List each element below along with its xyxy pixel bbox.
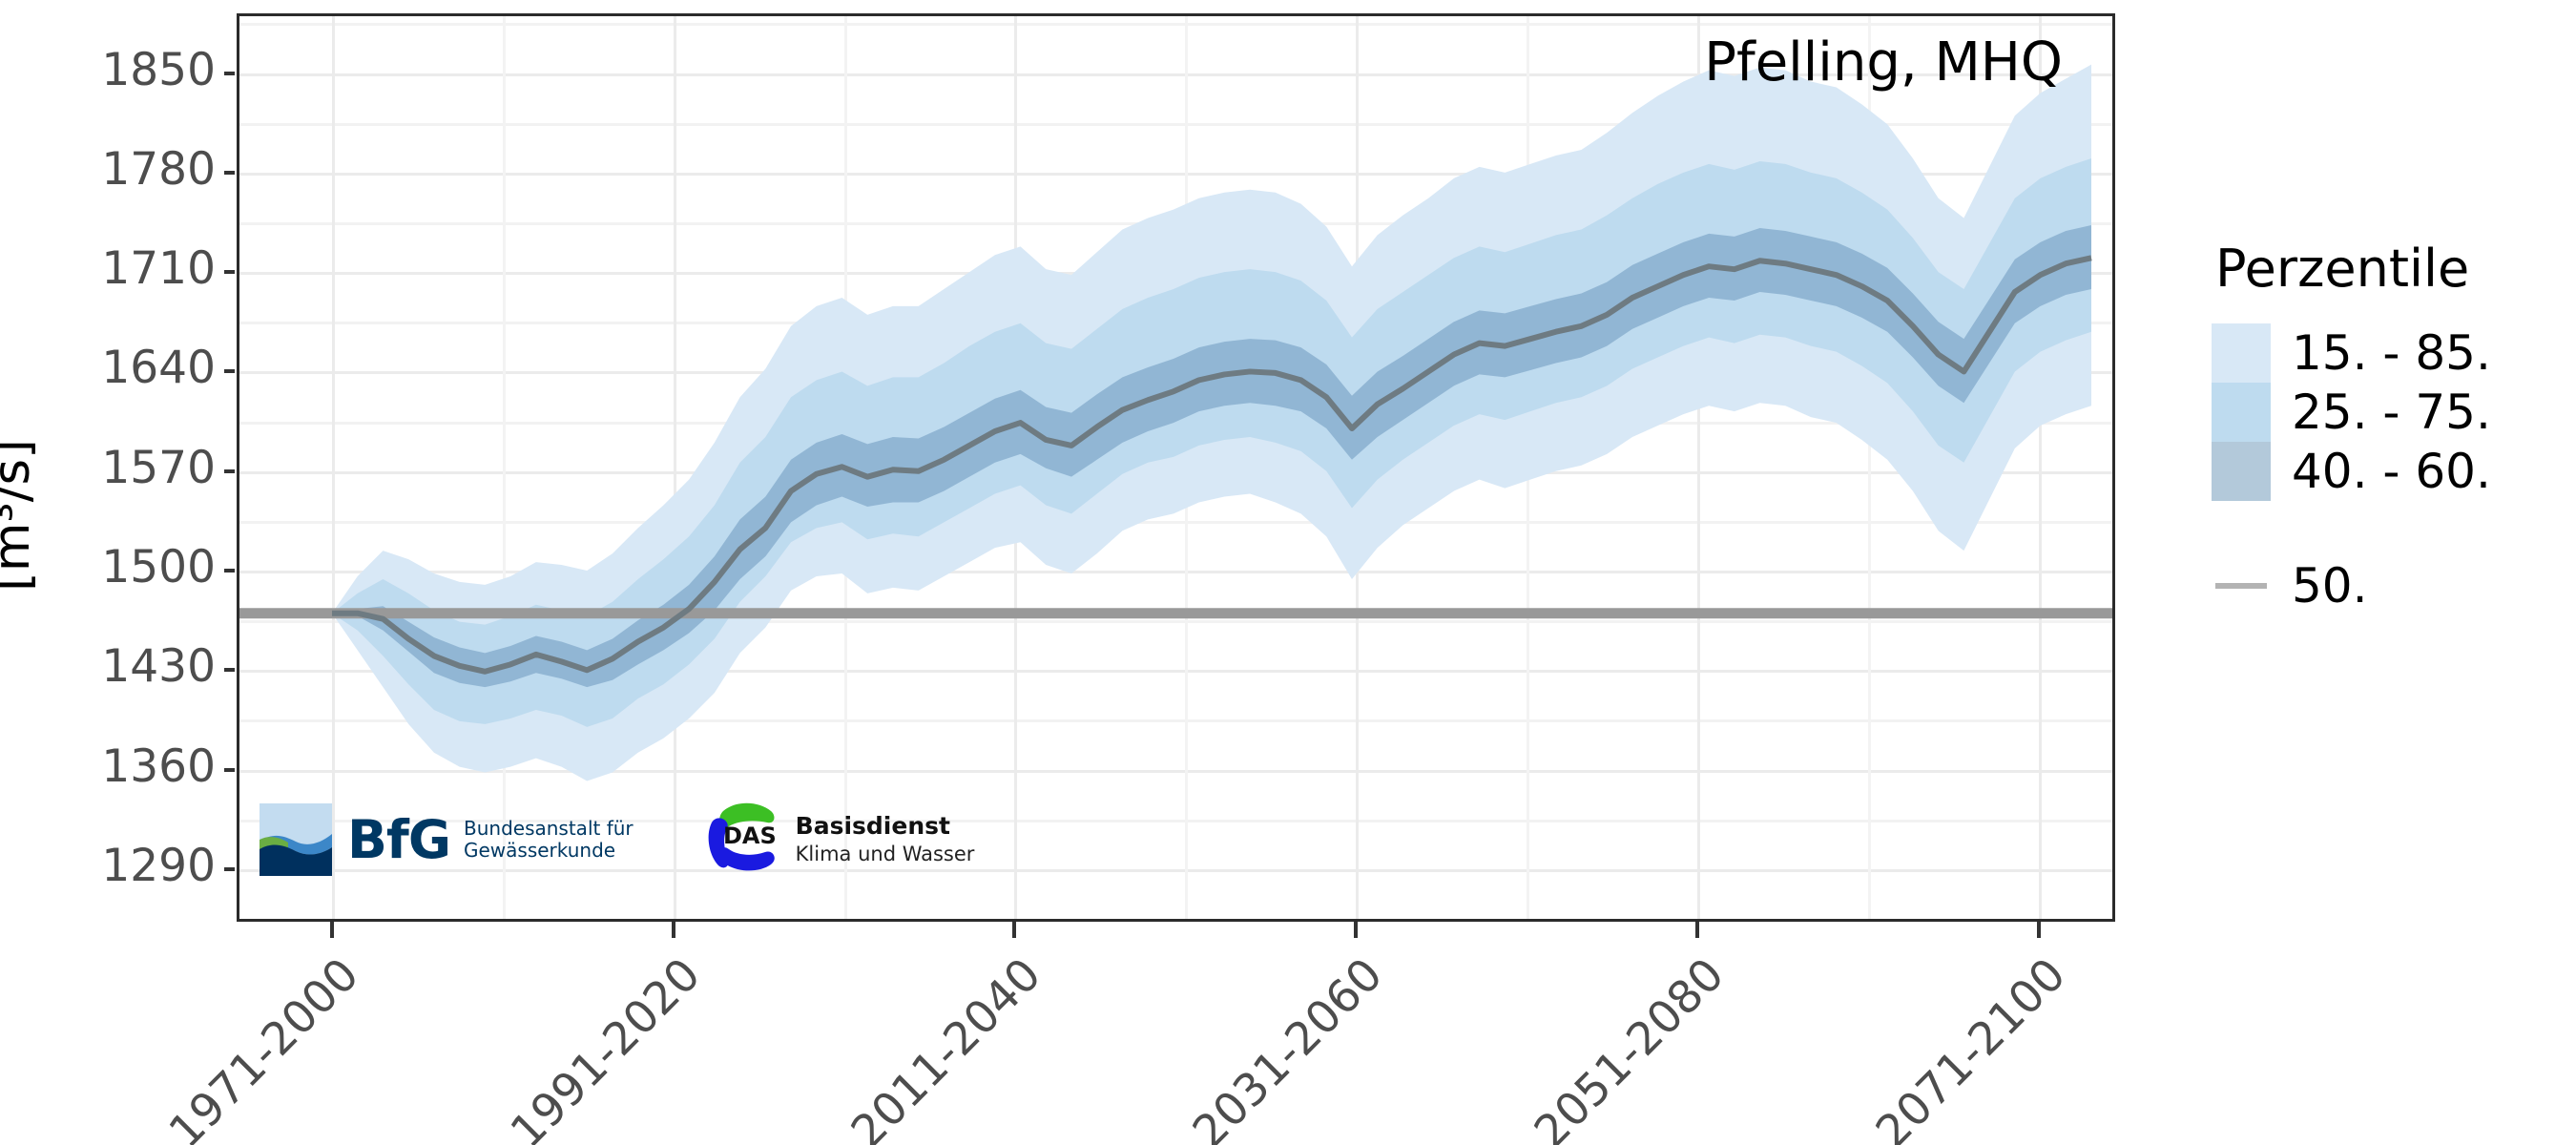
y-tick-mark bbox=[224, 369, 235, 374]
gridline-horizontal-minor bbox=[239, 122, 2112, 126]
legend-band-entries: 15. - 85. 25. - 75. 40. - 60. bbox=[2212, 323, 2576, 501]
das-logo-text: Basisdienst Klima und Wasser bbox=[796, 813, 975, 866]
bfg-logo-mark bbox=[260, 803, 332, 876]
das-logo: DAS Basisdienst Klima und Wasser bbox=[704, 802, 975, 878]
y-tick-label: 1850 bbox=[101, 43, 216, 96]
legend-entry-line[interactable]: 50. bbox=[2212, 556, 2576, 615]
y-tick-label: 1290 bbox=[101, 839, 216, 892]
gridline-horizontal-major bbox=[239, 73, 2112, 76]
plot-panel: Pfelling, MHQ bbox=[237, 13, 2115, 922]
das-logo-mark: DAS bbox=[704, 802, 786, 878]
svg-text:DAS: DAS bbox=[723, 822, 777, 849]
x-tick-label: 2051-2080 bbox=[1524, 948, 1735, 1145]
bfg-subtitle-line2: Gewässerkunde bbox=[464, 839, 616, 862]
y-tick-mark bbox=[224, 170, 235, 175]
plot-area bbox=[239, 64, 2112, 781]
x-tick-mark bbox=[1354, 922, 1358, 938]
legend-label: 15. - 85. bbox=[2292, 325, 2491, 381]
gridline-horizontal-major bbox=[239, 172, 2112, 176]
legend-label: 50. bbox=[2292, 558, 2368, 614]
gridline-horizontal-major bbox=[239, 571, 2112, 573]
gridline-horizontal-minor bbox=[239, 23, 2112, 27]
y-tick-label: 1430 bbox=[101, 640, 216, 694]
y-tick-label: 1570 bbox=[101, 441, 216, 494]
gridline-horizontal-major bbox=[239, 670, 2112, 674]
y-tick-label: 1710 bbox=[101, 242, 216, 296]
bfg-subtitle-line1: Bundesanstalt für bbox=[464, 817, 634, 840]
x-tick-label: 2071-2100 bbox=[1865, 948, 2076, 1145]
gridline-horizontal-major bbox=[239, 769, 2112, 773]
gridline-horizontal-minor bbox=[239, 719, 2112, 723]
das-title: Basisdienst bbox=[795, 812, 950, 841]
x-tick-label: 2011-2040 bbox=[841, 948, 1051, 1145]
bfg-logo: BfG Bundesanstalt für Gewässerkunde bbox=[260, 803, 634, 876]
gridline-vertical-minor bbox=[503, 16, 506, 919]
logo-strip: BfG Bundesanstalt für Gewässerkunde DAS … bbox=[260, 802, 974, 878]
legend-entry-band[interactable]: 40. - 60. bbox=[2212, 442, 2576, 501]
y-tick-mark bbox=[224, 866, 235, 871]
x-tick-label: 1991-2020 bbox=[500, 948, 711, 1145]
x-tick-label: 1971-2000 bbox=[158, 948, 369, 1145]
bfg-subtitle: Bundesanstalt für Gewässerkunde bbox=[464, 818, 634, 862]
y-tick-mark bbox=[224, 270, 235, 275]
x-tick-mark bbox=[330, 922, 334, 938]
gridline-vertical-major bbox=[674, 16, 676, 919]
x-tick-label: 2031-2060 bbox=[1182, 948, 1393, 1145]
legend: Perzentile 15. - 85. 25. - 75. 40. - 60. 5… bbox=[2212, 239, 2576, 615]
legend-label: 40. - 60. bbox=[2292, 444, 2491, 499]
legend-line-entries: 50. bbox=[2212, 556, 2576, 615]
x-tick-mark bbox=[672, 922, 675, 938]
das-subtitle: Klima und Wasser bbox=[795, 842, 975, 865]
bfg-wordmark: BfG bbox=[347, 808, 451, 870]
x-tick-mark bbox=[1012, 922, 1016, 938]
legend-swatch bbox=[2212, 383, 2271, 442]
gridline-horizontal-minor bbox=[239, 520, 2112, 524]
x-tick-mark bbox=[1695, 922, 1699, 938]
y-axis-title: [m³/s] bbox=[0, 439, 41, 592]
y-tick-label: 1360 bbox=[101, 739, 216, 793]
gridline-vertical-major bbox=[332, 16, 335, 919]
legend-title: Perzentile bbox=[2215, 239, 2470, 299]
y-tick-mark bbox=[224, 569, 235, 572]
chart-title: Pfelling, MHQ bbox=[1704, 31, 2063, 94]
y-tick-label: 1640 bbox=[101, 342, 216, 395]
legend-swatch bbox=[2212, 323, 2271, 383]
legend-entry-band[interactable]: 25. - 75. bbox=[2212, 383, 2576, 442]
y-tick-label: 1500 bbox=[101, 541, 216, 593]
bfg-logo-text: BfG Bundesanstalt für Gewässerkunde bbox=[347, 808, 634, 870]
gridline-horizontal-major bbox=[239, 868, 2112, 872]
y-tick-mark bbox=[224, 767, 235, 772]
legend-entry-band[interactable]: 15. - 85. bbox=[2212, 323, 2576, 383]
median-line bbox=[332, 255, 2092, 675]
y-tick-mark bbox=[224, 668, 235, 673]
x-tick-mark bbox=[2037, 922, 2041, 938]
gridline-horizontal-minor bbox=[239, 620, 2112, 624]
gridline-vertical-major bbox=[2039, 16, 2042, 919]
legend-swatch bbox=[2212, 442, 2271, 501]
legend-line-swatch bbox=[2212, 556, 2271, 615]
gridline-horizontal-minor bbox=[239, 819, 2112, 822]
gridline-vertical-minor bbox=[1868, 16, 1871, 919]
y-tick-mark bbox=[224, 71, 235, 75]
y-tick-label: 1780 bbox=[101, 142, 216, 196]
y-tick-mark bbox=[224, 468, 235, 473]
gridline-vertical-major bbox=[1697, 16, 1700, 919]
legend-label: 25. - 75. bbox=[2292, 385, 2491, 440]
